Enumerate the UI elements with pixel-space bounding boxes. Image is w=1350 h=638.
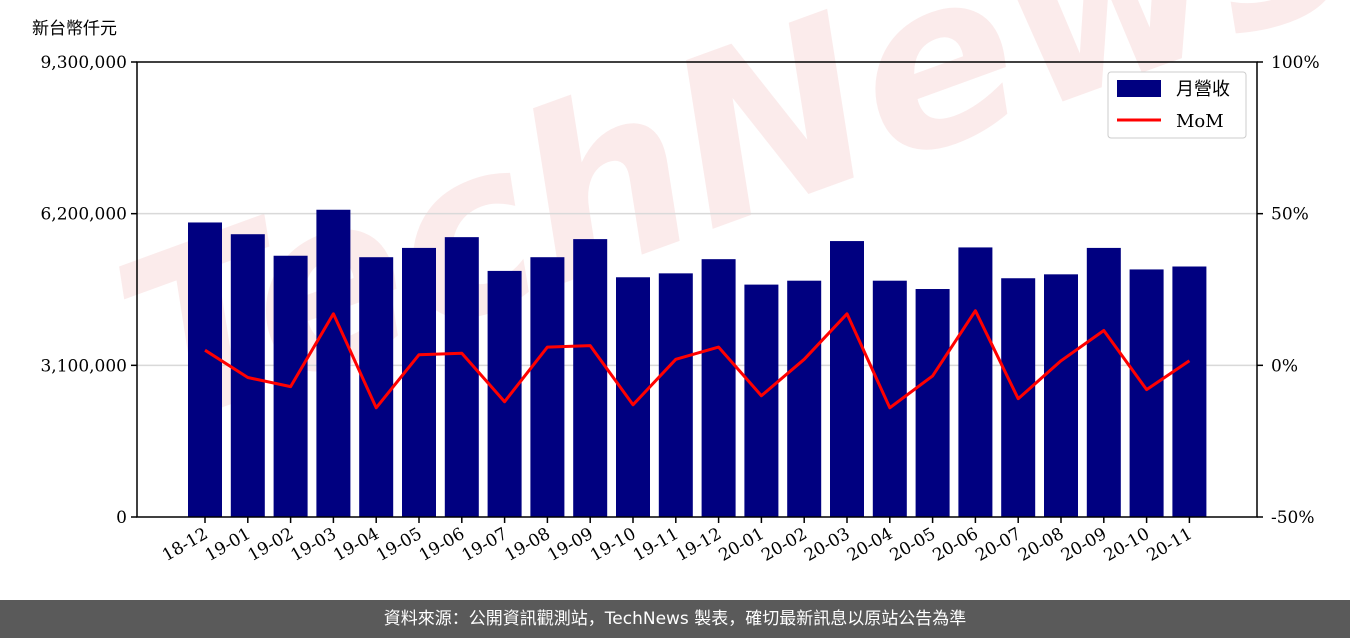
x-tick-label: 20-09 [1058,524,1110,566]
axes [136,61,1258,518]
left-tick-label: 9,300,000 [40,53,127,73]
bar-20-09 [1086,247,1121,517]
x-tick-label: 20-08 [1015,524,1067,566]
bar-19-12 [701,259,736,517]
bar-20-01 [744,284,779,517]
x-tick-label: 20-07 [972,524,1024,566]
bar-20-05 [915,289,950,517]
left-tick-label: 6,200,000 [40,205,127,225]
x-tick-label: 19-09 [544,524,596,566]
mom-line [204,309,1191,410]
x-tick-label: 20-02 [758,524,810,566]
x-tick-label: 18-12 [159,524,211,566]
x-tick-label: 19-12 [673,524,725,566]
left-tick-label: 3,100,000 [40,356,127,376]
x-tick-label: 20-03 [801,524,853,566]
legend-line-label: MoM [1176,111,1224,132]
unit-label: 新台幣仟元 [32,19,117,39]
bar-20-11 [1172,266,1207,517]
x-tick-label: 19-01 [202,524,254,566]
x-tick-label: 19-07 [459,524,511,566]
right-tick-label: 50% [1271,205,1309,225]
bar-20-10 [1129,269,1164,517]
x-tick-label: 20-11 [1143,524,1195,566]
x-tick-label: 19-08 [501,524,553,566]
bar-19-07 [487,270,522,517]
bar-20-08 [1044,274,1078,517]
x-tick-label: 19-02 [245,524,297,566]
left-axis-ticks: 0 3,100,000 6,200,000 9,300,000 [40,53,137,528]
source-footer: 資料來源：公開資訊觀測站，TechNews 製表，確切最新訊息以原站公告為準 [0,600,1350,638]
right-axis-ticks: -50% 0% 50% 100% [1257,53,1320,528]
x-tick-label: 20-10 [1101,524,1153,566]
bar-19-01 [230,234,265,517]
legend: 月營收 MoM [1107,71,1247,139]
bar-19-11 [658,273,693,517]
bar-19-09 [573,239,608,517]
x-tick-label: 19-05 [373,524,425,566]
bar-18-12 [188,222,222,517]
bar-20-03 [830,241,864,517]
x-tick-label: 19-11 [630,524,682,566]
x-tick-label: 20-06 [929,524,981,566]
bar-19-05 [402,247,436,517]
bar-19-08 [530,257,565,517]
legend-bar-label: 月營收 [1176,79,1230,100]
bar-19-04 [359,257,394,517]
left-tick-label: 0 [116,508,127,528]
x-tick-label: 19-04 [330,524,382,566]
bar-20-02 [787,280,822,517]
x-tick-label: 20-04 [844,524,896,566]
x-tick-label: 19-10 [587,524,639,566]
bar-20-06 [958,247,993,517]
right-tick-label: 100% [1271,53,1320,73]
bar-19-10 [616,277,650,517]
legend-bar-swatch [1117,80,1161,97]
mom-line-series [204,309,1191,410]
x-tick-label: 20-05 [887,524,939,566]
right-tick-label: 0% [1271,356,1298,376]
bar-19-06 [444,237,479,517]
right-tick-label: -50% [1271,508,1315,528]
plot-frame [136,61,1258,518]
x-axis-ticks: 18-1219-0119-0219-0319-0419-0519-0619-07… [159,517,1196,566]
x-tick-label: 20-01 [715,524,767,566]
x-tick-label: 19-03 [287,524,339,566]
bar-19-03 [316,209,351,517]
x-tick-label: 19-06 [416,524,468,566]
